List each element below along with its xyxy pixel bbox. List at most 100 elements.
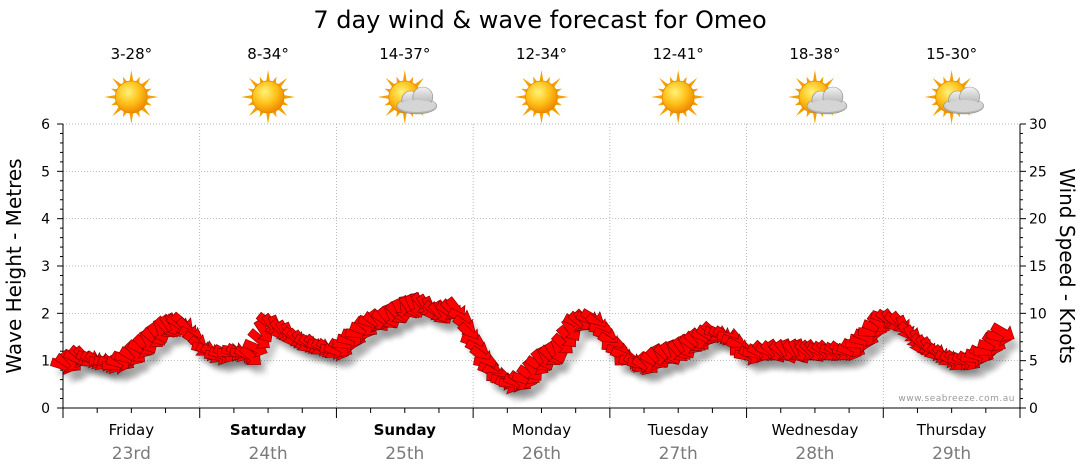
date-label: 28th [795, 444, 834, 464]
sun-ray [676, 112, 681, 124]
temperature-label: 3-28° [111, 45, 153, 63]
sun-ray [787, 95, 800, 99]
sun-ray [651, 95, 663, 99]
sun-ray [385, 77, 395, 88]
sun-ray [248, 106, 259, 117]
left-axis-tick-label: 1 [41, 354, 50, 370]
arrow-marks [49, 291, 1015, 395]
partly-cloudy-icon [787, 70, 848, 124]
right-axis-tick-label: 25 [1029, 164, 1047, 180]
right-axis-tick-label: 0 [1029, 401, 1038, 417]
grid [63, 123, 1020, 408]
sun-ray [949, 70, 954, 82]
left-axis-tick-label: 5 [41, 164, 50, 180]
sun-ray [949, 112, 954, 124]
left-axis-tick-label: 4 [41, 212, 50, 228]
sun-ray [932, 106, 942, 117]
sun-ray [241, 95, 253, 99]
sun-ray [694, 95, 706, 99]
temperature-label: 12-41° [653, 45, 704, 63]
day-label: Monday [512, 421, 571, 439]
sun-ray [248, 77, 259, 88]
sun-ray [659, 106, 669, 117]
sun-ray [266, 112, 270, 124]
sun-ray [283, 95, 296, 99]
sun-ray [112, 77, 122, 88]
sun-ray [539, 112, 544, 124]
day-label: Friday [109, 421, 155, 439]
sun-ray [129, 70, 134, 82]
left-axis-tick-label: 3 [41, 259, 50, 275]
sun-ray [112, 106, 122, 117]
sun-ray [688, 106, 698, 117]
cloud-fill [945, 100, 982, 112]
right-axis-tick-label: 15 [1029, 259, 1047, 275]
day-label: Tuesday [647, 421, 709, 439]
sun-disc [114, 80, 148, 114]
chart-title: 7 day wind & wave forecast for Omeo [313, 6, 766, 34]
sun-ray [522, 77, 532, 88]
partly-cloudy-icon [377, 70, 438, 124]
sun-icon [241, 70, 296, 124]
sun-ray [551, 106, 561, 117]
date-label: 29th [932, 444, 971, 464]
sun-disc [661, 80, 695, 114]
sun-ray [402, 70, 407, 82]
sun-icon [651, 70, 706, 124]
cloud-shape [943, 86, 984, 115]
left-axis-label: Wave Height - Metres [2, 158, 26, 373]
sun-ray [813, 70, 817, 82]
sun-ray [385, 106, 395, 117]
right-axis-tick-label: 10 [1029, 306, 1047, 322]
sun-disc [525, 80, 558, 114]
x-axis-labels: Friday 23rd Saturday 24th Sunday 25th Monday 26… [62, 408, 1021, 464]
right-axis-tick-label: 20 [1029, 212, 1047, 228]
sun-ray [676, 70, 681, 82]
right-axis-tick-label: 30 [1029, 117, 1047, 133]
weather-row: 3-28° 8-34° 14-37° 12-34° 12-41° 18-38° 15-30° [104, 45, 984, 124]
day-label: Sunday [374, 421, 437, 439]
sun-ray [277, 77, 288, 88]
sun-ray [659, 77, 669, 88]
sun-ray [141, 77, 151, 88]
date-label: 25th [385, 444, 424, 464]
temperature-label: 18-38° [789, 45, 840, 63]
sun-ray [414, 77, 424, 88]
credit-text: www.seabreeze.com.au [898, 394, 1015, 404]
partly-cloudy-icon [924, 70, 984, 124]
sun-ray [961, 77, 971, 88]
sun-ray [147, 95, 159, 99]
sun-icon [104, 70, 159, 124]
temperature-label: 8-34° [247, 45, 289, 63]
cloud-fill [808, 100, 845, 112]
date-label: 23rd [112, 444, 151, 464]
cloud-shape [396, 86, 438, 115]
sun-ray [129, 112, 134, 124]
left-axis-tick-label: 0 [41, 401, 50, 417]
right-axis-tick-label: 5 [1029, 354, 1038, 370]
sun-ray [932, 77, 942, 88]
day-label: Wednesday [772, 421, 859, 439]
sun-ray [557, 95, 569, 99]
right-axis-ticks: 0 5 10 15 20 25 30 [1020, 117, 1047, 417]
sun-ray [377, 95, 389, 99]
sun-icon [514, 70, 569, 124]
date-label: 24th [249, 444, 288, 464]
sun-ray [795, 77, 806, 88]
sun-ray [813, 112, 817, 124]
sun-ray [539, 70, 544, 82]
temperature-label: 15-30° [926, 45, 977, 63]
temperature-label: 12-34° [516, 45, 567, 63]
sun-disc [251, 80, 285, 114]
temperature-label: 14-37° [379, 45, 430, 63]
sun-ray [104, 95, 116, 99]
date-label: 27th [659, 444, 698, 464]
right-axis-label: Wind Speed - Knots [1055, 168, 1079, 364]
cloud-fill [398, 100, 435, 112]
sun-ray [795, 106, 806, 117]
wind-arrows [49, 291, 1021, 403]
left-axis-tick-label: 2 [41, 306, 50, 322]
cloud-shape [806, 86, 848, 115]
sun-ray [402, 112, 407, 124]
